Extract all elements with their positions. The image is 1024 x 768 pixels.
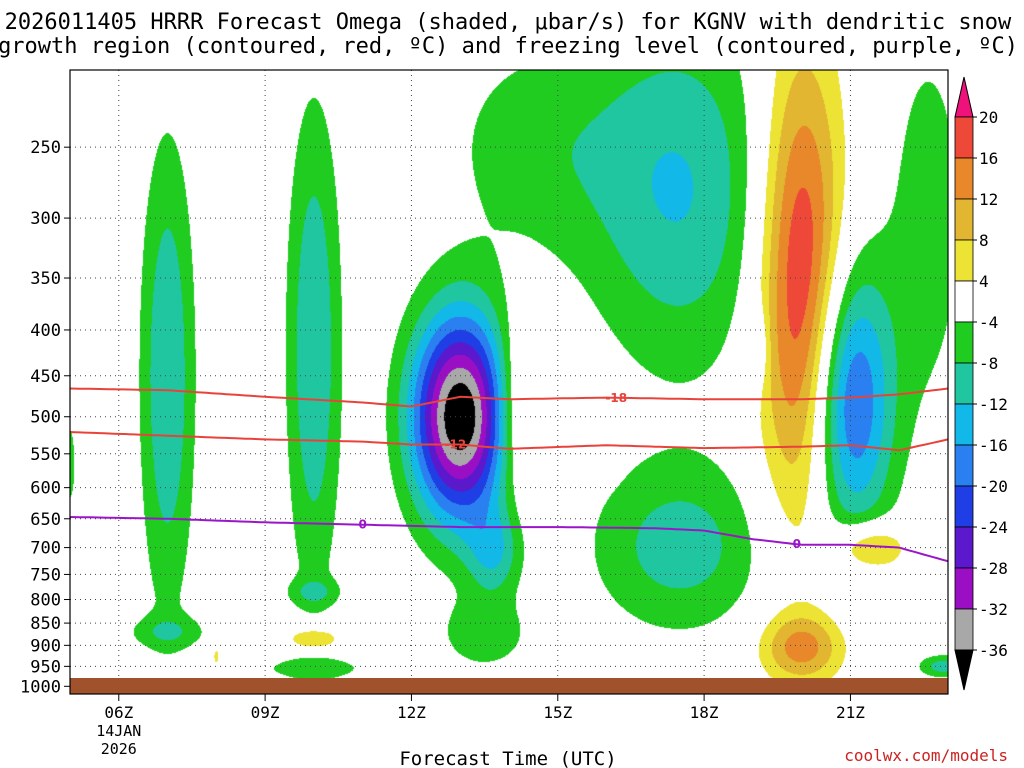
contour-label-0: -18 — [605, 391, 627, 405]
y-tick-label: 950 — [30, 657, 61, 677]
colorbar: 20 16 12 8 4 -4 -8 -12 -16 -20 -24 -28 -32 -36 — [954, 76, 1008, 691]
y-tick-label: 400 — [30, 321, 61, 341]
y-axis: 2503003504004505005506006507007508008509… — [20, 138, 70, 697]
colorbar-tick-label: 20 — [979, 108, 998, 127]
contour-label-2: 0 — [358, 518, 366, 532]
colorbar-swatch — [954, 526, 974, 569]
colorbar-tick-label: 12 — [979, 190, 998, 209]
colorbar-swatch — [954, 444, 974, 487]
colorbar-swatch — [954, 567, 974, 610]
colorbar-swatch — [954, 116, 974, 159]
x-tick-label: 21Z — [836, 703, 865, 722]
x-tick-label: 15Z — [543, 703, 572, 722]
colorbar-tick-label: -32 — [979, 600, 1008, 619]
credit-text: coolwx.com/models — [844, 746, 1008, 765]
y-tick-label: 650 — [30, 510, 61, 530]
colorbar-swatch — [954, 321, 974, 364]
y-tick-label: 800 — [30, 591, 61, 611]
x-tick-label: 18Z — [690, 703, 719, 722]
x-tick-year: 2026 — [101, 740, 137, 758]
x-tick-label: 06Z — [104, 703, 133, 722]
ground-surface — [70, 678, 948, 694]
contour-label-2b: 0 — [793, 537, 801, 551]
contour-line-2 — [70, 516, 948, 563]
x-tick-label: 12Z — [397, 703, 426, 722]
plot-area: -18 -12 0 0 — [69, 69, 949, 695]
y-tick-label: 550 — [30, 445, 61, 465]
omega-shaded-field — [70, 70, 948, 694]
colorbar-tick-label: 8 — [979, 231, 989, 250]
y-tick-label: 250 — [30, 138, 61, 158]
y-tick-label: 600 — [30, 479, 61, 499]
colorbar-swatch — [954, 280, 974, 323]
colorbar-swatch — [954, 76, 974, 118]
colorbar-tick-label: -28 — [979, 559, 1008, 578]
y-tick-label: 300 — [30, 209, 61, 229]
colorbar-tick-label: -4 — [979, 313, 998, 332]
y-tick-label: 850 — [30, 614, 61, 634]
y-tick-label: 450 — [30, 367, 61, 387]
gridlines — [70, 70, 948, 694]
colorbar-swatch — [954, 485, 974, 528]
colorbar-tick-label: -24 — [979, 518, 1008, 537]
y-tick-label: 1000 — [20, 677, 61, 697]
x-tick-date: 14JAN — [96, 722, 141, 740]
colorbar-swatch — [954, 239, 974, 282]
y-tick-label: 700 — [30, 539, 61, 559]
plot-frame — [69, 69, 949, 695]
chart-title-line2: growth region (contoured, red, ºC) and f… — [0, 34, 1018, 59]
colorbar-tick-label: 4 — [979, 272, 989, 291]
colorbar-tick-label: -20 — [979, 477, 1008, 496]
colorbar-swatch — [954, 608, 974, 651]
colorbar-swatch — [954, 157, 974, 200]
colorbar-swatch — [954, 198, 974, 241]
colorbar-swatch — [954, 403, 974, 446]
colorbar-tick-label: 16 — [979, 149, 998, 168]
contour-lines — [70, 387, 948, 563]
contour-labels: -18 -12 0 0 — [358, 391, 801, 551]
y-tick-label: 500 — [30, 408, 61, 428]
colorbar-tick-label: -16 — [979, 436, 1008, 455]
contour-line-1 — [70, 431, 948, 452]
y-tick-label: 350 — [30, 269, 61, 289]
y-tick-label: 900 — [30, 636, 61, 656]
chart-title-line1: 2026011405 HRRR Forecast Omega (shaded, … — [5, 10, 1012, 35]
colorbar-tick-label: -36 — [979, 641, 1008, 660]
colorbar-tick-label: -12 — [979, 395, 1008, 414]
contour-label-1: -12 — [445, 438, 467, 452]
x-tick-label: 09Z — [251, 703, 280, 722]
y-tick-label: 750 — [30, 565, 61, 585]
x-axis-label: Forecast Time (UTC) — [399, 748, 616, 768]
colorbar-swatch — [954, 362, 974, 405]
colorbar-tick-label: -8 — [979, 354, 998, 373]
contour-line-0 — [70, 387, 948, 408]
colorbar-swatch — [954, 649, 974, 691]
